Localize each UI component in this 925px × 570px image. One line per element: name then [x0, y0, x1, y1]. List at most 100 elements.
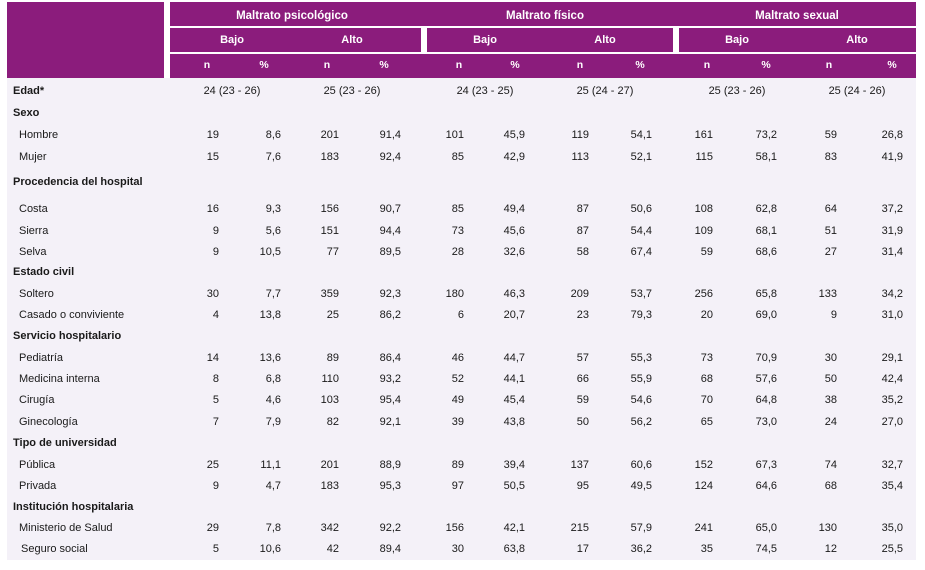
cell-n: 25: [206, 459, 219, 471]
table-row: Selva 9 10,5 77 89,5 28 32,6 58 67,4 59 68,6 27 31,4: [7, 242, 916, 263]
row-label: Privada: [19, 480, 57, 492]
cell-n: 133: [818, 288, 837, 300]
cell-n: 29: [206, 522, 219, 534]
cell-pct: 41,9: [881, 151, 903, 163]
cell-pct: 39,4: [503, 459, 525, 471]
cell-n: 19: [206, 129, 219, 141]
cell-pct: 90,7: [379, 203, 401, 215]
table-row: Casado o conviviente 4 13,8 25 86,2 6 20,7 23 79…: [7, 305, 916, 326]
cell-pct: 5,6: [265, 225, 281, 237]
table-row: Ministerio de Salud 29 7,8 342 92,2 156 42,1 21…: [7, 518, 916, 539]
cell-n: 119: [571, 129, 589, 141]
cell-pct: 42,9: [503, 151, 525, 163]
cell-pct: 91,4: [379, 129, 401, 141]
cell-n: 89: [451, 459, 464, 471]
header-divider: [673, 28, 679, 52]
row-label: Cirugía: [19, 394, 55, 406]
cell-pct: 95,4: [379, 394, 401, 406]
col-header-n: n: [323, 59, 331, 71]
cell-n: 64: [824, 203, 837, 215]
cell-n: 73: [451, 225, 464, 237]
cell-n: 215: [570, 522, 589, 534]
cell-n: 30: [206, 288, 219, 300]
cell-n: 68: [700, 373, 713, 385]
cell-pct: 32,6: [503, 246, 525, 258]
row-label: Casado o conviviente: [19, 309, 125, 321]
cell-n: 14: [206, 352, 219, 364]
section-title: Servicio hospitalario: [13, 330, 122, 342]
table-row: Pública 25 11,1 201 88,9 89 39,4 137 60,6 152 67,3…: [7, 455, 916, 476]
section-header: Sexo: [7, 103, 916, 124]
cell-n: 74: [824, 459, 837, 471]
cell-n: 87: [576, 225, 589, 237]
cell-pct: 31,0: [881, 309, 903, 321]
cell-pct: 65,0: [755, 522, 777, 534]
row-label: Hombre: [19, 129, 59, 141]
cell-n: 8: [212, 373, 219, 385]
cell-pct: 65,8: [755, 288, 777, 300]
cell-pct: 92,2: [379, 522, 401, 534]
section-title: Institución hospitalaria: [13, 501, 134, 513]
col-header-pct: %: [761, 59, 771, 71]
cell-pct: 20,7: [503, 309, 525, 321]
row-label: Ginecología: [19, 416, 78, 428]
cell-pct: 50,6: [630, 203, 652, 215]
row-label: Ministerio de Salud: [19, 522, 113, 534]
cell-n: 57: [576, 352, 589, 364]
cell-pct: 92,3: [379, 288, 401, 300]
cell-n: 113: [571, 151, 589, 163]
cell-pct: 6,8: [265, 373, 281, 385]
cell-pct: 55,3: [630, 352, 652, 364]
cell-pct: 54,1: [630, 129, 652, 141]
cell-pct: 13,6: [259, 352, 281, 364]
cell-pct: 45,9: [503, 129, 525, 141]
cell-pct: 34,2: [881, 288, 903, 300]
cell-n: 161: [694, 129, 713, 141]
cell-pct: 27,0: [881, 416, 903, 428]
cell-n: 95: [576, 480, 589, 492]
cell-n: 241: [694, 522, 713, 534]
section-header: Institución hospitalaria: [7, 497, 916, 518]
col-header-n: n: [703, 59, 711, 71]
cell-pct: 63,8: [503, 543, 525, 555]
table-body: Edad* 24 (23 - 26) 25 (23 - 26) 24 (23 -…: [7, 78, 916, 560]
cell-n: 35: [700, 543, 713, 555]
cell-n: 49: [451, 394, 464, 406]
table-row: Seguro social 5 10,6 42 89,4 30 63,8 17 36,2 35 74…: [7, 539, 916, 560]
col-header-n: n: [576, 59, 584, 71]
cell-pct: 67,3: [755, 459, 777, 471]
cell-n: 77: [326, 246, 339, 258]
header-divider: [164, 2, 170, 78]
cell-pct: 74,5: [755, 543, 777, 555]
cell-pct: 70,9: [755, 352, 777, 364]
cell-pct: 43,8: [503, 416, 525, 428]
cell-n: 108: [694, 203, 713, 215]
level-header: Bajo: [473, 34, 497, 46]
row-label: Seguro social: [21, 543, 88, 555]
age-cell: 25 (24 - 26): [828, 85, 886, 97]
cell-n: 201: [320, 129, 339, 141]
cell-pct: 89,5: [379, 246, 401, 258]
section-header: Estado civil: [7, 262, 916, 283]
row-label: Pública: [19, 459, 56, 471]
cell-pct: 4,6: [265, 394, 281, 406]
table-row: Cirugía 5 4,6 103 95,4 49 45,4 59 54,6 70 64,8 38 35…: [7, 390, 916, 411]
cell-pct: 35,2: [881, 394, 903, 406]
cell-n: 51: [824, 225, 837, 237]
cell-n: 9: [830, 309, 837, 321]
section-header: Procedencia del hospital: [7, 172, 916, 193]
header-divider: [421, 28, 427, 52]
header-divider: [167, 52, 916, 54]
cell-pct: 60,6: [630, 459, 652, 471]
table-row: Medicina interna 8 6,8 110 93,2 52 44,1 66 55,9 6…: [7, 369, 916, 390]
cell-n: 70: [700, 394, 713, 406]
cell-n: 359: [320, 288, 339, 300]
cell-n: 24: [824, 416, 837, 428]
cell-pct: 42,4: [881, 373, 903, 385]
cell-n: 58: [576, 246, 589, 258]
section-title: Procedencia del hospital: [13, 176, 143, 188]
cell-n: 109: [694, 225, 713, 237]
cell-pct: 58,1: [755, 151, 777, 163]
cell-n: 12: [824, 543, 837, 555]
cell-n: 152: [694, 459, 713, 471]
